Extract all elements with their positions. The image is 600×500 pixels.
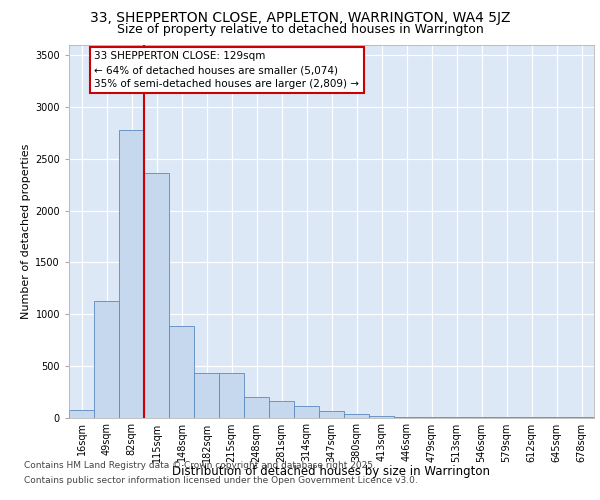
Bar: [219, 373, 244, 418]
Bar: [294, 406, 319, 418]
Bar: [394, 416, 419, 418]
Bar: [344, 414, 369, 418]
X-axis label: Distribution of detached houses by size in Warrington: Distribution of detached houses by size …: [173, 464, 491, 477]
Y-axis label: Number of detached properties: Number of detached properties: [21, 144, 31, 319]
Text: Contains HM Land Registry data © Crown copyright and database right 2025.: Contains HM Land Registry data © Crown c…: [24, 461, 376, 470]
Bar: [169, 326, 194, 418]
Bar: [144, 174, 169, 418]
Bar: [369, 416, 394, 418]
Bar: [69, 410, 94, 418]
Bar: [194, 373, 219, 418]
Text: Contains public sector information licensed under the Open Government Licence v3: Contains public sector information licen…: [24, 476, 418, 485]
Text: Size of property relative to detached houses in Warrington: Size of property relative to detached ho…: [116, 24, 484, 36]
Bar: [119, 130, 144, 418]
Text: 33 SHEPPERTON CLOSE: 129sqm
← 64% of detached houses are smaller (5,074)
35% of : 33 SHEPPERTON CLOSE: 129sqm ← 64% of det…: [95, 51, 359, 89]
Bar: [319, 411, 344, 418]
Bar: [244, 397, 269, 417]
Bar: [419, 417, 444, 418]
Bar: [94, 300, 119, 418]
Bar: [269, 401, 294, 417]
Text: 33, SHEPPERTON CLOSE, APPLETON, WARRINGTON, WA4 5JZ: 33, SHEPPERTON CLOSE, APPLETON, WARRINGT…: [90, 11, 510, 25]
